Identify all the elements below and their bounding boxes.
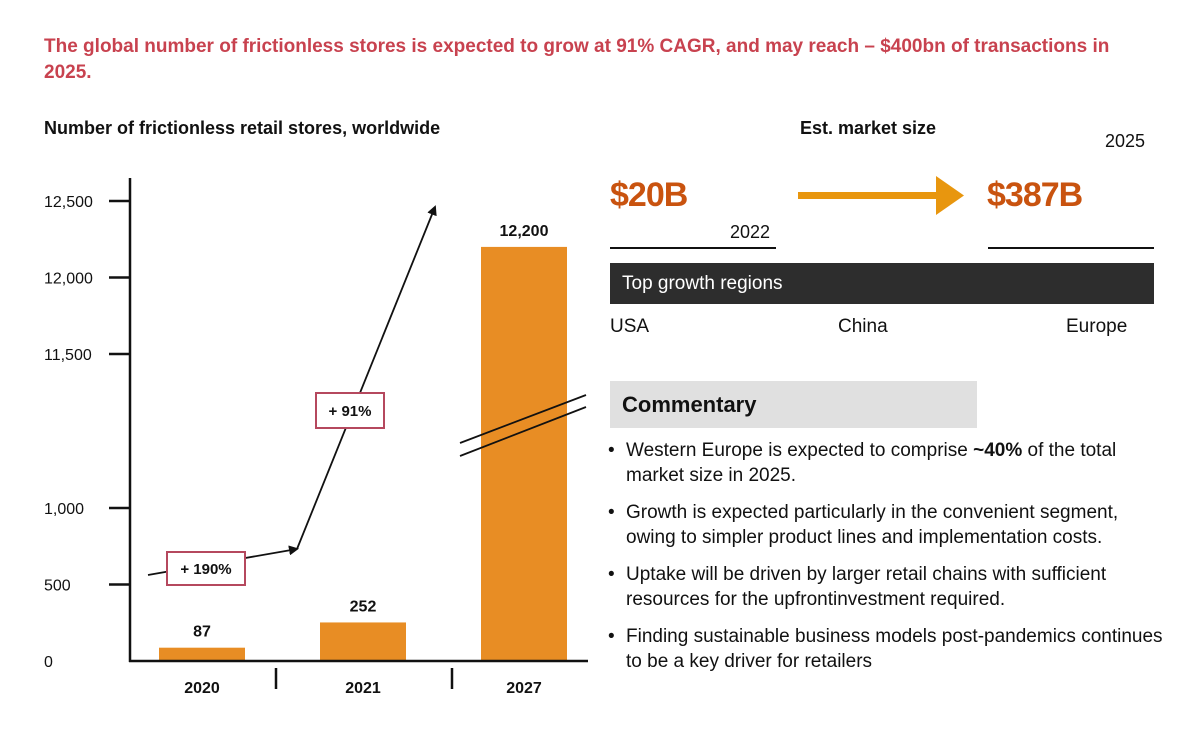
market-from-year: 2022 xyxy=(730,222,771,242)
market-size-title: Est. market size xyxy=(800,118,937,138)
y-tick-label: 0 xyxy=(44,654,53,671)
commentary-list: Western Europe is expected to comprise ~… xyxy=(606,438,1166,686)
regions-title: Top growth regions xyxy=(622,273,783,294)
divider-right xyxy=(988,247,1154,249)
commentary-bullet: Growth is expected particularly in the c… xyxy=(606,500,1166,550)
market-to-value: $387B xyxy=(987,176,1083,214)
market-from-value: $20B xyxy=(610,176,688,214)
y-tick-label: 11,500 xyxy=(44,347,92,364)
growth-annotation-box xyxy=(315,392,385,429)
axis-break-mark xyxy=(459,394,587,444)
region-usa: USA xyxy=(610,316,650,337)
bar-chart: 0 500 1,000 11,500 12,000 12,500 87 2020 252 202… xyxy=(44,178,588,697)
divider-left xyxy=(610,247,776,249)
commentary-title: Commentary xyxy=(622,392,757,417)
axis-break-mark xyxy=(459,406,587,457)
x-tick-label: 2021 xyxy=(345,680,381,697)
data-label-2020: 87 xyxy=(193,624,211,641)
bar-2020 xyxy=(159,647,245,661)
region-europe: Europe xyxy=(1066,316,1128,337)
y-tick-label: 1,000 xyxy=(44,501,84,518)
headline: The global number of frictionless stores… xyxy=(44,36,1110,83)
growth-annotation-box xyxy=(166,551,246,586)
growth-arrow-2021-2027 xyxy=(296,205,437,550)
bar-2027 xyxy=(481,246,567,661)
bar-2021 xyxy=(320,622,406,661)
chart-title: Number of frictionless retail stores, wo… xyxy=(44,118,441,138)
arrow-right-icon xyxy=(798,176,964,215)
data-label-2021: 252 xyxy=(350,598,377,615)
regions-header: Top growth regions xyxy=(610,263,1154,304)
commentary-bullet: Western Europe is expected to comprise ~… xyxy=(606,438,1166,488)
market-to-year: 2025 xyxy=(1105,131,1146,151)
region-china: China xyxy=(838,316,888,337)
y-tick-label: 12,500 xyxy=(44,194,93,211)
data-label-2027: 12,200 xyxy=(500,223,549,240)
x-tick-label: 2020 xyxy=(184,680,220,697)
y-tick-label: 12,000 xyxy=(44,271,93,288)
commentary-bullet: Uptake will be driven by larger retail c… xyxy=(606,562,1166,612)
growth-annotation-label: + 190% xyxy=(180,561,231,578)
growth-annotation-label: + 91% xyxy=(329,403,372,420)
commentary-bullet: Finding sustainable business models post… xyxy=(606,624,1166,674)
y-tick-label: 500 xyxy=(44,578,71,595)
x-tick-label: 2027 xyxy=(506,680,542,697)
commentary-header: Commentary xyxy=(610,381,977,428)
